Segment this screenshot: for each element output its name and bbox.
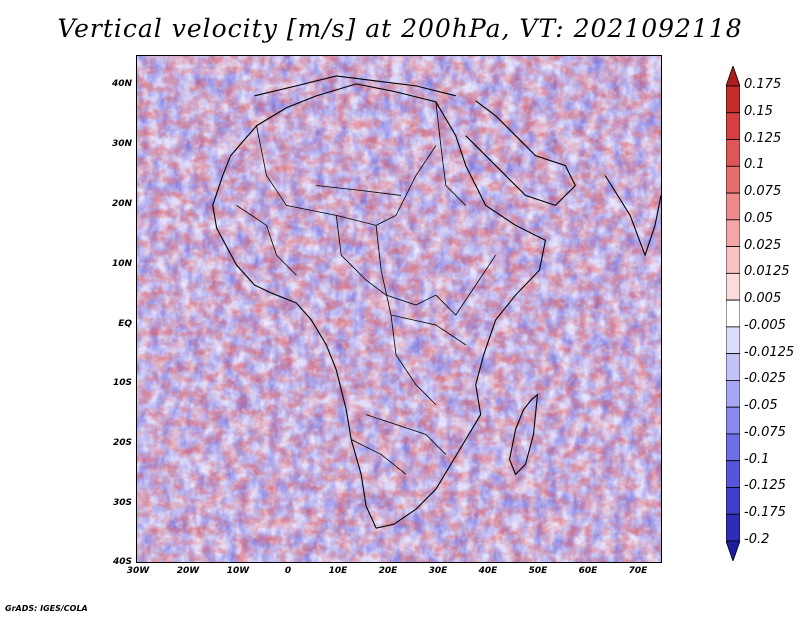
colorbar-bin [726, 406, 740, 435]
colorbar-level-label: -0.025 [744, 371, 786, 387]
colorbar-bin [726, 380, 740, 408]
colorbar-level-label: -0.075 [744, 424, 786, 440]
colorbar-level-label: 0.05 [744, 210, 773, 226]
africa-coastline [212, 83, 547, 529]
colorbar-bin [726, 513, 740, 542]
lon-label-40e: 40E [478, 566, 498, 576]
lon-label-0: 0 [284, 566, 292, 576]
lat-label-40s: 40S [112, 557, 132, 567]
lon-label-60e: 60E [578, 566, 598, 576]
colorbar-bin [726, 299, 740, 328]
lon-label-30e: 30E [428, 566, 448, 576]
colorbar-level-label: 0.025 [744, 237, 782, 253]
colorbar-bin [726, 433, 740, 462]
colorbar-level-label: -0.2 [744, 532, 770, 547]
colorbar-level-label: 0.1 [744, 157, 765, 173]
colorbar-level-label: 0.125 [744, 130, 782, 146]
colorbar-level-label: 0.075 [744, 184, 782, 200]
lon-label-30w: 30W [126, 566, 150, 576]
grads-credit: GrADS: IGES/COLA [5, 604, 88, 613]
colorbar-level-label: -0.05 [744, 398, 778, 414]
lat-label-30s: 30S [112, 498, 132, 508]
colorbar-bin [726, 219, 740, 247]
colorbar-bin [726, 85, 740, 114]
lat-label-40n: 40N [111, 79, 132, 89]
colorbar-level-label: 0.15 [744, 103, 773, 119]
map-panel [136, 55, 662, 563]
colorbar-level-label: 0.0125 [744, 264, 790, 280]
lat-label-10s: 10S [112, 378, 132, 388]
lat-label-20n: 20N [111, 199, 132, 209]
colorbar-bin [726, 165, 740, 194]
colorbar-bin [726, 192, 740, 221]
coastlines [212, 75, 661, 529]
colorbar-level-label: 0.005 [744, 291, 782, 307]
colorbar-level-label: -0.175 [744, 505, 786, 521]
lat-label-20s: 20S [112, 438, 132, 448]
map-title: Vertical velocity [m/s] at 200hPa, VT: 2… [57, 14, 743, 43]
colorbar-bin [726, 139, 740, 167]
colorbar-bin [726, 353, 740, 381]
lon-label-10w: 10W [226, 566, 250, 576]
colorbar-bin [726, 112, 740, 140]
lon-label-20w: 20W [176, 566, 200, 576]
arabia-coastline [465, 100, 576, 207]
mediterranean-coast [254, 75, 456, 97]
colorbar-level-label: -0.0125 [744, 344, 795, 360]
colorbar-bin [726, 246, 740, 274]
colorbar-level-label: -0.1 [744, 451, 770, 467]
lat-label-eq: EQ [118, 319, 132, 329]
colorbar-bin [726, 66, 740, 87]
country-borders [236, 101, 496, 475]
madagascar-coastline [509, 393, 539, 476]
colorbar [726, 66, 740, 561]
lon-label-10e: 10E [328, 566, 348, 576]
lat-label-30n: 30N [111, 139, 132, 149]
colorbar-bin [726, 272, 740, 301]
lon-label-50e: 50E [528, 566, 548, 576]
field-white-texture [137, 56, 661, 562]
colorbar-level-label: -0.005 [744, 317, 786, 333]
colorbar-bin [726, 326, 740, 355]
vertical-velocity-field [137, 56, 661, 562]
india-coastline [604, 175, 661, 257]
colorbar-level-label: -0.125 [744, 478, 786, 494]
colorbar-bin [726, 460, 740, 488]
lat-label-10n: 10N [111, 259, 132, 269]
colorbar-bin [726, 540, 740, 561]
colorbar-bin [726, 487, 740, 515]
colorbar-level-label: 0.175 [744, 77, 782, 92]
lon-label-20e: 20E [378, 566, 398, 576]
lon-label-70e: 70E [628, 566, 648, 576]
